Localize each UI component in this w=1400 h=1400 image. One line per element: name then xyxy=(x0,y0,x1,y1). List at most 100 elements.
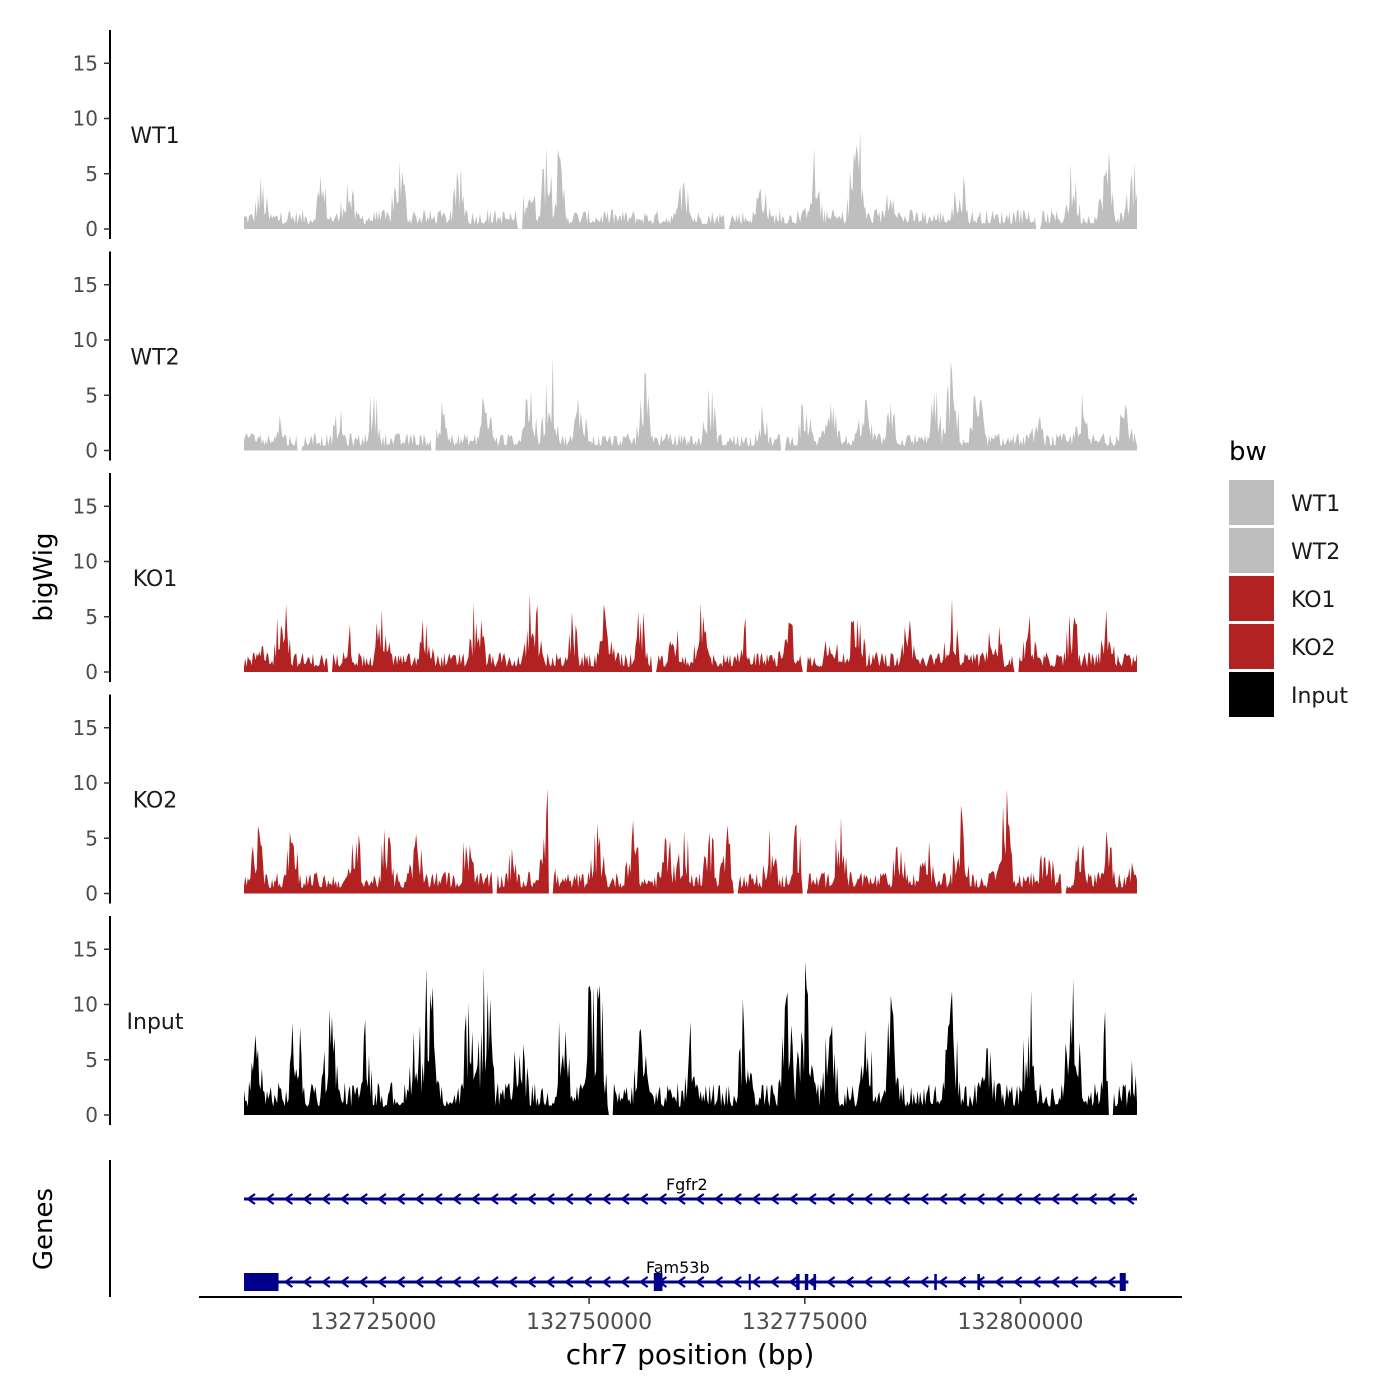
strand-arrow xyxy=(1125,1193,1135,1205)
x-tick-label: 132775000 xyxy=(742,1310,868,1335)
strand-arrow xyxy=(994,1193,1004,1205)
strand-arrow xyxy=(395,1276,406,1288)
strand-arrow xyxy=(470,1193,481,1205)
strand-arrow xyxy=(489,1193,499,1205)
y-tick-label: 15 xyxy=(73,716,98,740)
x-axis-title: chr7 position (bp) xyxy=(566,1338,815,1371)
strand-arrow xyxy=(1087,1193,1098,1205)
strand-arrow xyxy=(564,1193,574,1205)
strand-arrow xyxy=(956,1193,967,1205)
legend-title: bw xyxy=(1229,437,1267,467)
strand-arrow xyxy=(1087,1276,1098,1288)
strand-arrow xyxy=(751,1276,761,1288)
strand-arrow xyxy=(881,1276,892,1288)
strand-arrow xyxy=(414,1276,424,1288)
strand-arrow xyxy=(713,1193,724,1205)
strand-arrow xyxy=(994,1276,1004,1288)
coverage-tracks: 0 5 10 15 WT1 0 5 10 15 WT2 0 5 10 15 KO1 0 5 10 15 KO2 0 5 10… xyxy=(73,30,1137,1127)
strand-arrow xyxy=(1050,1193,1060,1205)
strand-arrow xyxy=(732,1193,742,1205)
strand-arrow xyxy=(564,1276,574,1288)
strand-arrow xyxy=(601,1193,611,1205)
exon xyxy=(244,1273,279,1291)
strand-arrow xyxy=(732,1276,742,1288)
strand-arrow xyxy=(676,1276,686,1288)
exon xyxy=(748,1274,751,1290)
strand-arrow xyxy=(620,1276,630,1288)
gene-fgfr2: Fgfr2 xyxy=(244,1175,1137,1205)
strand-arrow xyxy=(900,1193,911,1205)
gene-track: Fgfr2 Fam53b xyxy=(109,1160,1137,1297)
track-ko1: 0 5 10 15 KO1 xyxy=(73,473,1137,684)
strand-arrow xyxy=(545,1193,555,1205)
coverage-area-ko1 xyxy=(244,593,1137,672)
legend-swatch-input xyxy=(1229,672,1274,717)
strand-arrow xyxy=(788,1193,798,1205)
y-tick-label: 5 xyxy=(85,383,98,407)
genes-axis-title: Genes xyxy=(29,1188,59,1270)
strand-arrow xyxy=(638,1276,649,1288)
strand-arrow xyxy=(1012,1276,1023,1288)
exon xyxy=(934,1274,937,1290)
strand-arrow xyxy=(863,1193,873,1205)
strand-arrow xyxy=(377,1193,387,1205)
legend-label-ko2: KO2 xyxy=(1291,636,1336,661)
strand-arrow xyxy=(451,1276,462,1288)
strand-arrow xyxy=(414,1193,424,1205)
track-ko2: 0 5 10 15 KO2 xyxy=(73,694,1137,906)
exon xyxy=(804,1274,809,1290)
y-tick-label: 10 xyxy=(73,107,98,131)
strand-arrow xyxy=(975,1193,985,1205)
strand-arrow xyxy=(1106,1276,1116,1288)
strand-arrow xyxy=(283,1193,294,1205)
strand-arrow xyxy=(769,1193,780,1205)
legend-label-ko1: KO1 xyxy=(1291,588,1336,613)
y-tick-label: 10 xyxy=(73,328,98,352)
strand-arrow xyxy=(1106,1193,1116,1205)
strand-arrow xyxy=(694,1193,705,1205)
strand-arrow xyxy=(507,1276,518,1288)
exon xyxy=(813,1274,817,1290)
y-axis-title: bigWig xyxy=(29,532,59,621)
y-tick-label: 0 xyxy=(85,1103,98,1127)
track-label: WT2 xyxy=(130,346,179,371)
exon xyxy=(977,1274,980,1290)
strand-arrow xyxy=(320,1193,331,1205)
x-tick-label: 132725000 xyxy=(310,1310,436,1335)
strand-arrow xyxy=(358,1276,368,1288)
exon xyxy=(653,1273,663,1291)
strand-arrow xyxy=(863,1276,873,1288)
y-tick-label: 0 xyxy=(85,882,98,906)
track-label: KO1 xyxy=(133,567,178,592)
strand-arrow xyxy=(975,1276,985,1288)
track-wt2: 0 5 10 15 WT2 xyxy=(73,251,1137,463)
legend-swatch-wt1 xyxy=(1229,480,1274,525)
coverage-area-ko2 xyxy=(244,788,1137,894)
legend-label-input: Input xyxy=(1291,684,1348,709)
strand-arrow xyxy=(751,1193,761,1205)
legend-label-wt2: WT2 xyxy=(1291,540,1340,565)
strand-arrow xyxy=(264,1193,275,1205)
strand-arrow xyxy=(526,1276,537,1288)
strand-arrow xyxy=(657,1193,668,1205)
gene-name-label: Fam53b xyxy=(646,1258,710,1277)
x-tick-label: 132800000 xyxy=(958,1310,1084,1335)
legend-swatch-ko2 xyxy=(1229,624,1274,669)
strand-arrow xyxy=(302,1276,312,1288)
y-tick-label: 15 xyxy=(73,937,98,961)
y-tick-label: 5 xyxy=(85,826,98,850)
y-tick-label: 15 xyxy=(73,273,98,297)
track-wt1: 0 5 10 15 WT1 xyxy=(73,30,1137,241)
y-tick-label: 0 xyxy=(85,439,98,463)
y-tick-label: 5 xyxy=(85,605,98,629)
strand-arrow xyxy=(1050,1276,1060,1288)
strand-arrow xyxy=(283,1276,294,1288)
strand-arrow xyxy=(919,1193,929,1205)
coverage-area-wt2 xyxy=(244,355,1137,451)
y-tick-label: 5 xyxy=(85,1048,98,1072)
strand-arrow xyxy=(545,1276,555,1288)
strand-arrow xyxy=(1012,1193,1023,1205)
strand-arrow xyxy=(825,1276,836,1288)
coverage-area-wt1 xyxy=(244,129,1137,229)
legend-label-wt1: WT1 xyxy=(1291,492,1340,517)
